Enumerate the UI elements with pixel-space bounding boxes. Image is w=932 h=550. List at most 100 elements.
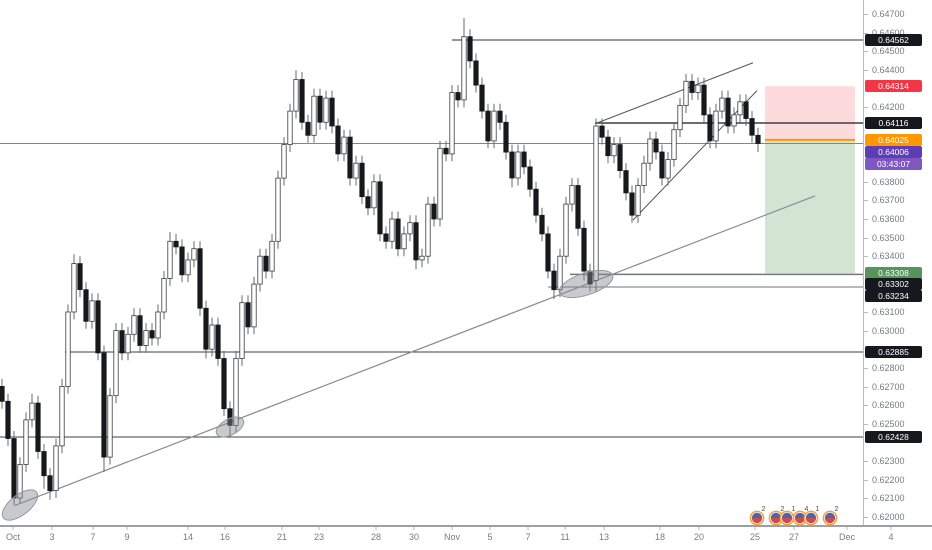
candle-up xyxy=(419,255,425,261)
flag-top-half xyxy=(794,512,806,518)
time-axis-tick xyxy=(659,527,661,530)
tick-dash xyxy=(864,517,868,518)
candle-up xyxy=(287,110,293,145)
candle-down xyxy=(551,270,557,291)
time-tick-label: 21 xyxy=(276,532,288,542)
price-tick-label: 0.62800 xyxy=(872,363,905,373)
flag-bottom-half xyxy=(805,518,817,524)
candle-up xyxy=(437,147,443,220)
candle-down xyxy=(11,438,17,499)
candle-down xyxy=(395,218,401,250)
trendline-touch-3[interactable] xyxy=(556,265,616,303)
candle-down xyxy=(347,136,353,179)
price-tick-label: 0.64500 xyxy=(872,46,905,56)
price-tick-label: 0.64400 xyxy=(872,65,905,75)
candle-up xyxy=(89,300,95,322)
time-axis-tick xyxy=(413,527,415,530)
candle-up xyxy=(563,203,569,257)
candle-down xyxy=(725,97,731,127)
candle-down xyxy=(95,300,101,354)
time-axis-tick xyxy=(527,527,529,530)
candle-up xyxy=(665,159,671,179)
time-tick-label: 23 xyxy=(313,532,325,542)
flag-bottom-half xyxy=(770,518,782,524)
candle-up xyxy=(239,302,245,359)
time-axis-tick xyxy=(224,527,226,530)
price-tick-label: 0.63500 xyxy=(872,233,905,243)
countdown-timer-label: 03:43:07 xyxy=(865,158,922,170)
time-tick-label: 9 xyxy=(124,532,130,542)
time-tick-label: 16 xyxy=(219,532,231,542)
time-tick-label: 13 xyxy=(598,532,610,542)
candle-down xyxy=(443,147,449,155)
candle-up xyxy=(257,255,263,285)
price-tick-label: 0.62600 xyxy=(872,400,905,410)
price-tick-label: 0.62500 xyxy=(872,419,905,429)
candle-down xyxy=(485,110,491,142)
wedge-lower-line[interactable] xyxy=(632,90,758,221)
candle-down xyxy=(575,185,581,229)
candle-down xyxy=(245,302,251,328)
tick-dash xyxy=(864,33,868,34)
candle-down xyxy=(329,97,335,127)
tick-dash xyxy=(864,424,868,425)
risk-zone[interactable] xyxy=(765,86,855,140)
time-axis[interactable]: Oct 3 7 9 14 16 21 23 28 30 Nov 5 7 11 13 18 20 25 27 Dec 4 xyxy=(0,525,932,550)
candle-down xyxy=(479,84,485,112)
time-axis-tick xyxy=(12,527,14,530)
flag-top-half xyxy=(781,512,793,518)
price-label-064314: 0.64314 xyxy=(865,80,922,92)
candle-up xyxy=(185,259,191,276)
candle-down xyxy=(749,118,755,136)
candle-down xyxy=(743,101,749,119)
price-tick-label: 0.63400 xyxy=(872,251,905,261)
economic-event-badge[interactable]: 2 xyxy=(749,506,766,525)
major-ascending-trendline[interactable] xyxy=(14,195,816,506)
candle-up xyxy=(611,144,617,157)
time-axis-tick xyxy=(846,527,848,530)
candle-up xyxy=(53,445,59,491)
time-tick-label: 18 xyxy=(654,532,666,542)
wedge-upper-line[interactable] xyxy=(597,62,754,124)
candle-up xyxy=(557,255,563,291)
price-tick-label: 0.63000 xyxy=(872,326,905,336)
time-axis-tick xyxy=(187,527,189,530)
candle-up xyxy=(647,138,653,164)
tick-dash xyxy=(864,238,868,239)
candle-down xyxy=(473,60,479,86)
tick-dash xyxy=(864,182,868,183)
time-tick-label: 20 xyxy=(693,532,705,542)
candle-up xyxy=(155,311,161,339)
candle-up xyxy=(323,97,329,123)
price-tick-label: 0.64600 xyxy=(872,28,905,38)
reward-zone[interactable] xyxy=(765,139,855,274)
trendline-touch-2[interactable] xyxy=(213,413,247,441)
price-tick-label: 0.62000 xyxy=(872,512,905,522)
price-tick-label: 0.62300 xyxy=(872,456,905,466)
trendline-touch-1[interactable] xyxy=(0,484,43,525)
price-axis[interactable]: 03:43:07 0.64700 0.64600 0.64500 0.64400 0.6… xyxy=(863,0,932,525)
candle-up xyxy=(293,79,299,112)
flag-bottom-half xyxy=(824,518,836,524)
price-label-063234: 0.63234 xyxy=(865,290,922,302)
time-axis-tick xyxy=(281,527,283,530)
time-tick-label: 27 xyxy=(788,532,800,542)
candle-down xyxy=(197,248,203,309)
candle-down xyxy=(701,84,707,116)
price-label-064562: 0.64562 xyxy=(865,34,922,46)
tick-dash xyxy=(864,70,868,71)
economic-event-badge[interactable]: 2 xyxy=(822,506,839,525)
time-axis-tick xyxy=(51,527,53,530)
candle-up xyxy=(71,263,77,313)
time-tick-label: 3 xyxy=(49,532,55,542)
candle-up xyxy=(671,129,677,160)
time-tick-label: 14 xyxy=(182,532,194,542)
candle-up xyxy=(371,181,377,209)
time-tick-label: Oct xyxy=(5,532,21,542)
candle-down xyxy=(359,162,365,198)
candle-down xyxy=(431,203,437,220)
